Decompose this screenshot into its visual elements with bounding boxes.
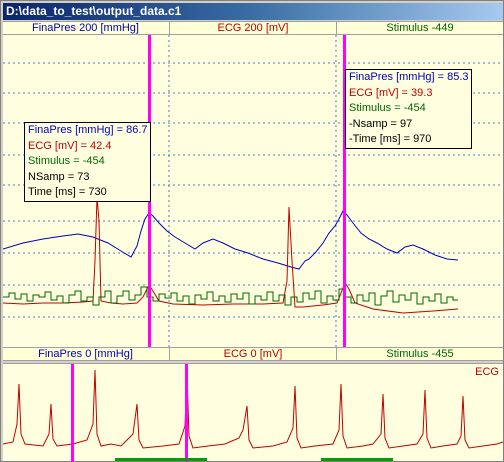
bottom-stimulus-scale: Stimulus -455 xyxy=(386,348,454,360)
tooltip-left-nsamp: NSamp = 73 xyxy=(28,170,90,183)
overview-selection-1 xyxy=(115,458,207,461)
bottom-scale-header: FinaPres 0 [mmHg] ECG 0 [mV] Stimulus -4… xyxy=(3,347,503,361)
tooltip-right: FinaPres [mmHg] = 85.3 ECG [mV] = 39.3 S… xyxy=(345,69,472,149)
stimulus-trace xyxy=(3,286,458,306)
tooltip-right-nsamp: -Nsamp = 97 xyxy=(349,117,413,130)
overview-plot[interactable]: ECG xyxy=(3,363,503,462)
bottom-finapres-scale: FinaPres 0 [mmHg] xyxy=(38,348,133,360)
tooltip-left: FinaPres [mmHg] = 86.7 ECG [mV] = 42.4 S… xyxy=(24,122,151,202)
overview-cursor-right xyxy=(185,364,188,462)
tooltip-left-finapres: FinaPres [mmHg] = 86.7 xyxy=(28,124,148,136)
tooltip-right-ecg: ECG [mV] = 39.3 xyxy=(349,86,433,99)
header-divider xyxy=(169,348,170,360)
window-title: D:\data_to_test\output_data.c1 xyxy=(3,3,503,20)
header-divider xyxy=(169,22,170,34)
tooltip-right-time: -Time [ms] = 970 xyxy=(349,133,432,145)
header-divider xyxy=(336,348,337,360)
overview-ecg-label: ECG xyxy=(475,366,499,378)
top-stimulus-scale: Stimulus -449 xyxy=(386,22,454,34)
overview-cursor-left xyxy=(71,364,74,462)
cursor-right xyxy=(343,35,346,347)
header-divider xyxy=(336,22,337,34)
top-ecg-scale: ECG 200 [mV] xyxy=(217,22,289,34)
tooltip-left-stimulus: Stimulus = -454 xyxy=(28,155,105,167)
tooltip-left-time: Time [ms] = 730 xyxy=(28,186,107,198)
tooltip-right-stimulus: Stimulus = -454 xyxy=(349,102,426,114)
top-scale-header: FinaPres 200 [mmHg] ECG 200 [mV] Stimulu… xyxy=(3,21,503,35)
tooltip-right-finapres: FinaPres [mmHg] = 85.3 xyxy=(349,71,469,83)
finapres-trace xyxy=(3,210,459,270)
bottom-ecg-scale: ECG 0 [mV] xyxy=(223,348,283,360)
overview-trace xyxy=(3,364,503,462)
main-plot-area[interactable]: FinaPres 200 [mmHg] ECG 200 [mV] Stimulu… xyxy=(3,21,503,361)
overview-ecg-trace xyxy=(3,369,503,449)
top-finapres-scale: FinaPres 200 [mmHg] xyxy=(32,22,139,34)
tooltip-left-ecg: ECG [mV] = 42.4 xyxy=(28,139,112,152)
overview-selection-2 xyxy=(321,458,393,461)
signal-traces xyxy=(3,35,503,347)
